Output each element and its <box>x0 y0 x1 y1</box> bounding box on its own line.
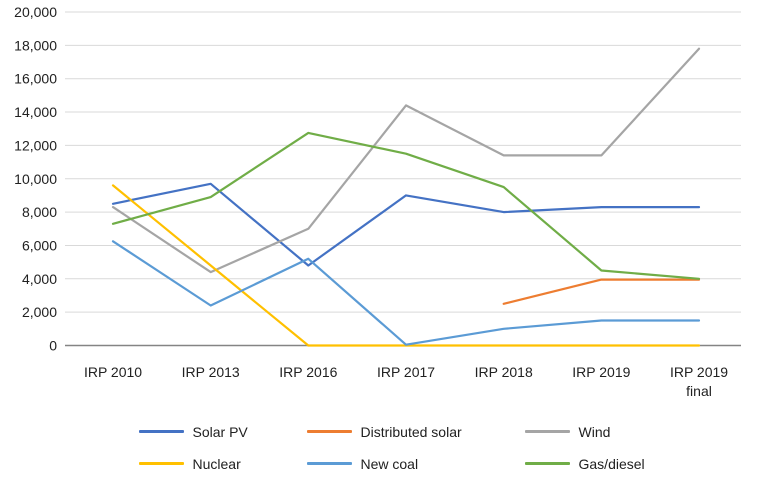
y-tick-label: 18,000 <box>14 37 57 53</box>
y-tick-label: 8,000 <box>22 204 57 220</box>
legend-label: Wind <box>578 423 611 440</box>
legend-item-distributed-solar: Distributed solar <box>306 421 525 442</box>
series-line-gas-diesel <box>111 131 701 280</box>
x-tick-label: IRP 2016 <box>279 364 337 380</box>
legend-item-new-coal: New coal <box>306 453 525 474</box>
series-line-distributed-solar <box>502 278 701 305</box>
y-tick-label: 20,000 <box>14 4 57 20</box>
series-line-wind <box>111 47 701 274</box>
legend-label: Solar PV <box>192 423 248 440</box>
legend-item-solar-pv: Solar PV <box>138 421 307 442</box>
y-tick-label: 16,000 <box>14 71 57 87</box>
legend-item-gas-diesel: Gas/diesel <box>524 453 653 474</box>
legend-line-swatch <box>306 430 352 433</box>
x-tick-label: IRP 2013 <box>182 364 240 380</box>
y-tick-label: 10,000 <box>14 171 57 187</box>
legend-line-swatch <box>306 462 352 465</box>
legend-label: Nuclear <box>192 455 241 472</box>
legend-item-nuclear: Nuclear <box>138 453 307 474</box>
y-tick-label: 12,000 <box>14 137 57 153</box>
legend-line-swatch <box>138 430 184 433</box>
legend-line-swatch <box>138 462 184 465</box>
legend-item-wind: Wind <box>524 421 653 442</box>
y-tick-label: 6,000 <box>22 237 57 253</box>
legend-line-swatch <box>524 462 570 465</box>
legend-label: Gas/diesel <box>578 455 645 472</box>
chart-svg: 0 2,000 4,000 6,000 8,000 10,000 12,000 14,000 1… <box>14 4 741 399</box>
x-tick-label: IRP 2019 <box>572 364 630 380</box>
y-tick-label: 0 <box>49 338 57 354</box>
series-line-new-coal <box>111 240 701 346</box>
legend-line-swatch <box>524 430 570 433</box>
x-tick-label: IRP 2018 <box>475 364 533 380</box>
y-tick-label: 2,000 <box>22 304 57 320</box>
x-tick-label: IRP 2019 <box>670 364 728 380</box>
y-tick-label: 14,000 <box>14 104 57 120</box>
x-tick-label: IRP 2010 <box>84 364 142 380</box>
chart-legend: Solar PV Distributed solar Wind Nuclear New … <box>0 411 757 474</box>
x-tick-label: IRP 2017 <box>377 364 435 380</box>
x-tick-label: final <box>686 383 712 399</box>
series-line-solar-pv <box>111 182 701 267</box>
y-tick-label: 4,000 <box>22 271 57 287</box>
legend-label: New coal <box>360 455 419 472</box>
legend-label: Distributed solar <box>360 423 462 440</box>
